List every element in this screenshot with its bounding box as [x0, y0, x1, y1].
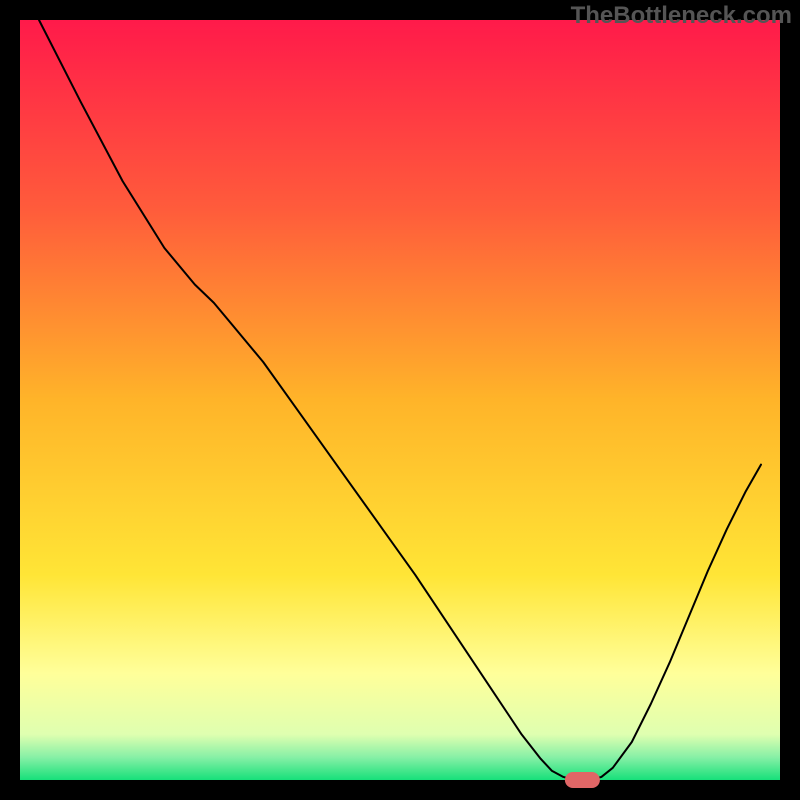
plot-background	[20, 20, 780, 780]
chart-canvas	[0, 0, 800, 800]
bottleneck-chart: TheBottleneck.com	[0, 0, 800, 800]
watermark-text: TheBottleneck.com	[571, 2, 792, 30]
optimal-point-marker	[565, 772, 599, 788]
